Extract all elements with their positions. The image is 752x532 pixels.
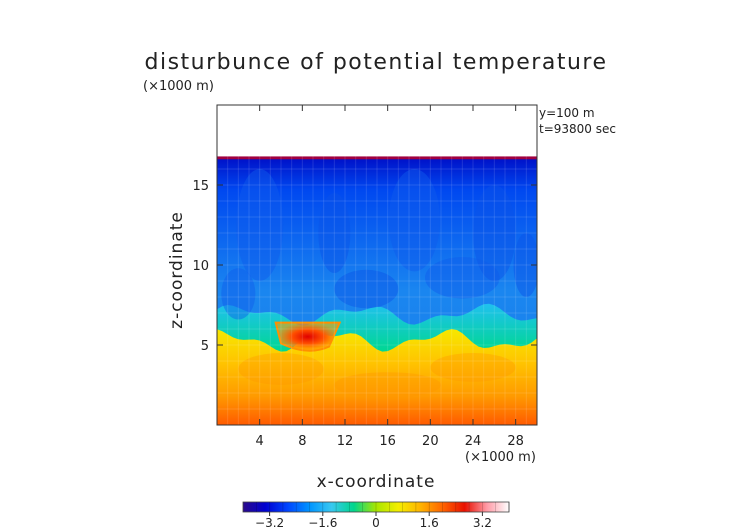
x-tick-label: 4: [256, 434, 264, 449]
warm-streak: [430, 353, 516, 382]
cold-eddy: [236, 169, 284, 281]
cold-eddy: [473, 185, 516, 281]
annotation-time: t=93800 sec: [539, 122, 616, 136]
y-axis-label: z-coordinate: [167, 211, 187, 329]
empty-region: [217, 105, 537, 157]
contour-field: [217, 105, 537, 425]
colorbar-tick-label: −3.2: [255, 516, 284, 530]
cold-eddy: [318, 193, 351, 273]
x-tick-label: 28: [507, 434, 524, 449]
cold-eddy: [221, 268, 256, 320]
y-tick-label: 15: [192, 179, 209, 194]
lower-warm-layer: [217, 329, 537, 425]
annotation-y: y=100 m: [539, 106, 595, 120]
x-tick-label: 16: [379, 434, 396, 449]
x-tick-label: 20: [422, 434, 439, 449]
colorbar-tick-label: 3.2: [473, 516, 492, 530]
cold-eddy: [425, 257, 500, 299]
x-unit-label: (×1000 m): [465, 450, 536, 465]
y-tick-label: 10: [192, 259, 209, 274]
x-tick-label: 12: [337, 434, 354, 449]
colorbar-tick-label: −1.6: [308, 516, 337, 530]
upper-boundary: [217, 156, 537, 160]
cold-eddy: [388, 169, 440, 272]
warm-streak: [334, 372, 441, 398]
x-tick-label: 24: [465, 434, 482, 449]
x-axis-ticks: 4 8 12 16 20 24 28: [256, 105, 524, 449]
warm-streak: [238, 353, 324, 385]
cold-eddy: [513, 233, 537, 297]
y-unit-label: (×1000 m): [143, 79, 214, 94]
colorbar-tick-label: 1.6: [420, 516, 439, 530]
chart-title: disturbunce of potential temperature: [145, 50, 608, 75]
colorbar-ticks: −3.2 −1.6 0 1.6 3.2: [255, 502, 510, 530]
warm-anomaly: [274, 321, 342, 352]
colorbar-tick-label: 0: [372, 516, 380, 530]
cold-eddy: [334, 269, 399, 309]
x-tick-label: 8: [298, 434, 306, 449]
y-axis-ticks: 5 10 15: [192, 179, 537, 354]
y-tick-label: 5: [201, 339, 209, 354]
x-axis-label: x-coordinate: [317, 472, 436, 492]
